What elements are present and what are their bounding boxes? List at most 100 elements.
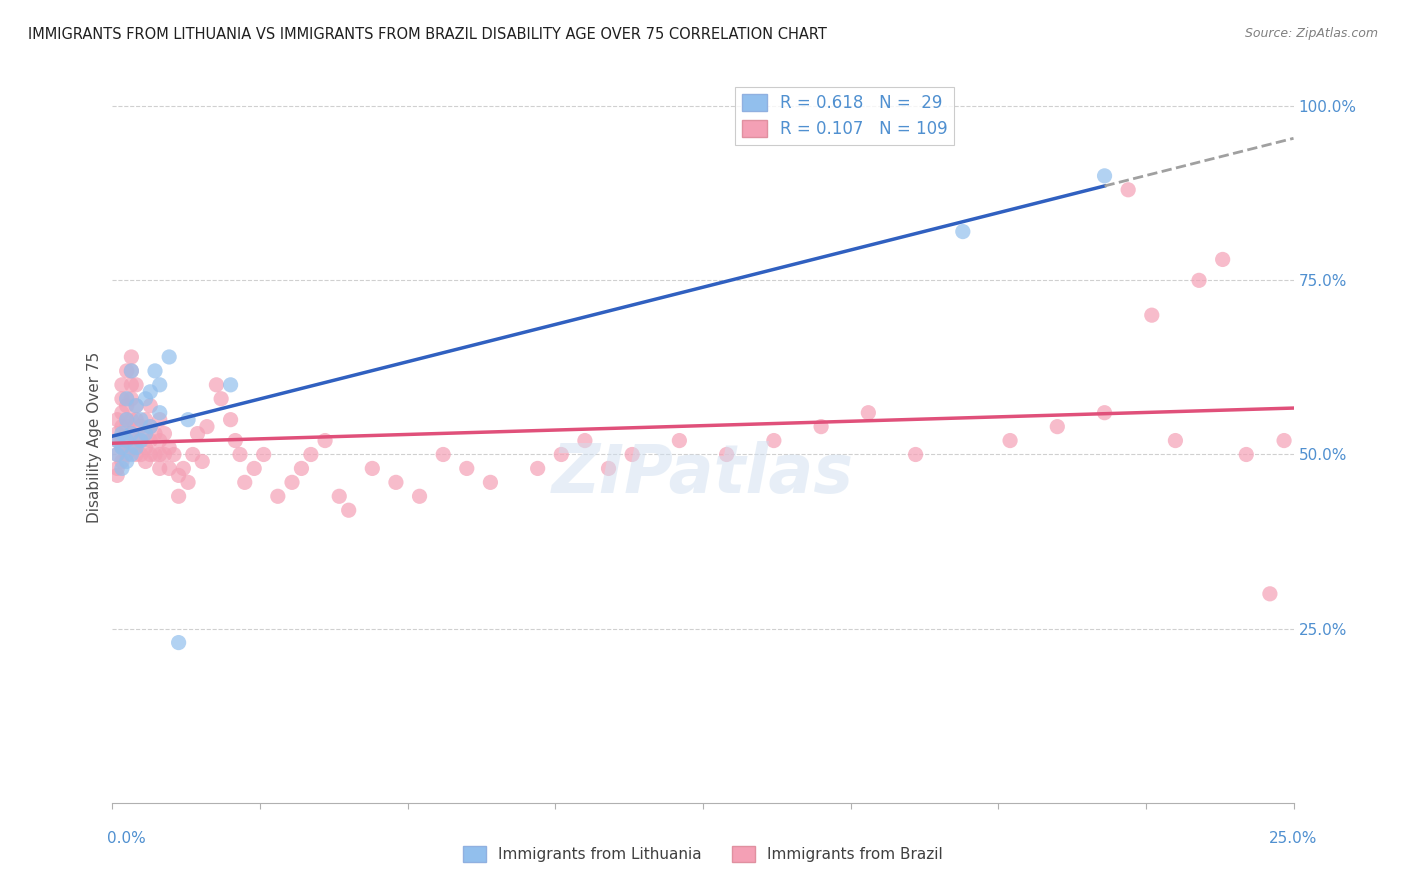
Point	[143, 426, 166, 441]
Point	[115, 412, 138, 426]
Point	[135, 426, 157, 441]
Point	[139, 399, 162, 413]
Point	[120, 441, 142, 455]
Point	[229, 448, 252, 462]
Point	[1212, 252, 1234, 267]
Point	[157, 350, 180, 364]
Point	[139, 434, 162, 448]
Point	[115, 412, 138, 426]
Point	[157, 441, 180, 455]
Point	[153, 426, 176, 441]
Point	[135, 412, 157, 426]
Point	[998, 434, 1021, 448]
Text: ZIPatlas: ZIPatlas	[553, 441, 853, 507]
Point	[111, 426, 134, 441]
Point	[1094, 169, 1116, 183]
Text: IMMIGRANTS FROM LITHUANIA VS IMMIGRANTS FROM BRAZIL DISABILITY AGE OVER 75 CORRE: IMMIGRANTS FROM LITHUANIA VS IMMIGRANTS …	[28, 27, 827, 42]
Point	[952, 225, 974, 239]
Point	[1046, 419, 1069, 434]
Point	[139, 419, 162, 434]
Point	[191, 454, 214, 468]
Point	[115, 419, 138, 434]
Point	[105, 461, 128, 475]
Point	[337, 503, 360, 517]
Point	[129, 434, 152, 448]
Point	[157, 461, 180, 475]
Point	[111, 392, 134, 406]
Point	[167, 635, 190, 649]
Point	[167, 489, 190, 503]
Point	[385, 475, 408, 490]
Point	[361, 461, 384, 475]
Point	[135, 392, 157, 406]
Point	[172, 461, 194, 475]
Point	[105, 448, 128, 462]
Point	[125, 377, 148, 392]
Point	[479, 475, 502, 490]
Point	[125, 412, 148, 426]
Point	[219, 377, 242, 392]
Y-axis label: Disability Age Over 75: Disability Age Over 75	[87, 351, 103, 523]
Point	[120, 350, 142, 364]
Point	[125, 399, 148, 413]
Point	[621, 448, 644, 462]
Point	[526, 461, 548, 475]
Point	[139, 419, 162, 434]
Point	[149, 406, 172, 420]
Point	[219, 412, 242, 426]
Text: 0.0%: 0.0%	[107, 831, 146, 846]
Point	[111, 441, 134, 455]
Point	[299, 448, 322, 462]
Point	[115, 364, 138, 378]
Point	[125, 448, 148, 462]
Point	[105, 468, 128, 483]
Point	[205, 377, 228, 392]
Point	[120, 364, 142, 378]
Point	[149, 377, 172, 392]
Point	[135, 454, 157, 468]
Point	[1272, 434, 1295, 448]
Point	[111, 419, 134, 434]
Point	[139, 448, 162, 462]
Point	[111, 454, 134, 468]
Point	[177, 412, 200, 426]
Point	[120, 426, 142, 441]
Point	[167, 468, 190, 483]
Point	[153, 448, 176, 462]
Point	[598, 461, 620, 475]
Point	[550, 448, 572, 462]
Point	[125, 434, 148, 448]
Point	[267, 489, 290, 503]
Point	[456, 461, 478, 475]
Point	[149, 412, 172, 426]
Point	[129, 434, 152, 448]
Point	[115, 399, 138, 413]
Point	[243, 461, 266, 475]
Point	[432, 448, 454, 462]
Point	[120, 392, 142, 406]
Point	[574, 434, 596, 448]
Point	[111, 434, 134, 448]
Point	[253, 448, 276, 462]
Point	[125, 399, 148, 413]
Point	[111, 377, 134, 392]
Point	[111, 406, 134, 420]
Point	[125, 441, 148, 455]
Point	[810, 419, 832, 434]
Point	[111, 461, 134, 475]
Point	[129, 412, 152, 426]
Point	[328, 489, 350, 503]
Point	[716, 448, 738, 462]
Point	[181, 448, 204, 462]
Point	[186, 426, 208, 441]
Point	[195, 419, 218, 434]
Point	[129, 419, 152, 434]
Point	[177, 475, 200, 490]
Point	[115, 434, 138, 448]
Point	[314, 434, 336, 448]
Point	[233, 475, 256, 490]
Point	[1164, 434, 1187, 448]
Point	[149, 448, 172, 462]
Point	[115, 454, 138, 468]
Point	[1234, 448, 1257, 462]
